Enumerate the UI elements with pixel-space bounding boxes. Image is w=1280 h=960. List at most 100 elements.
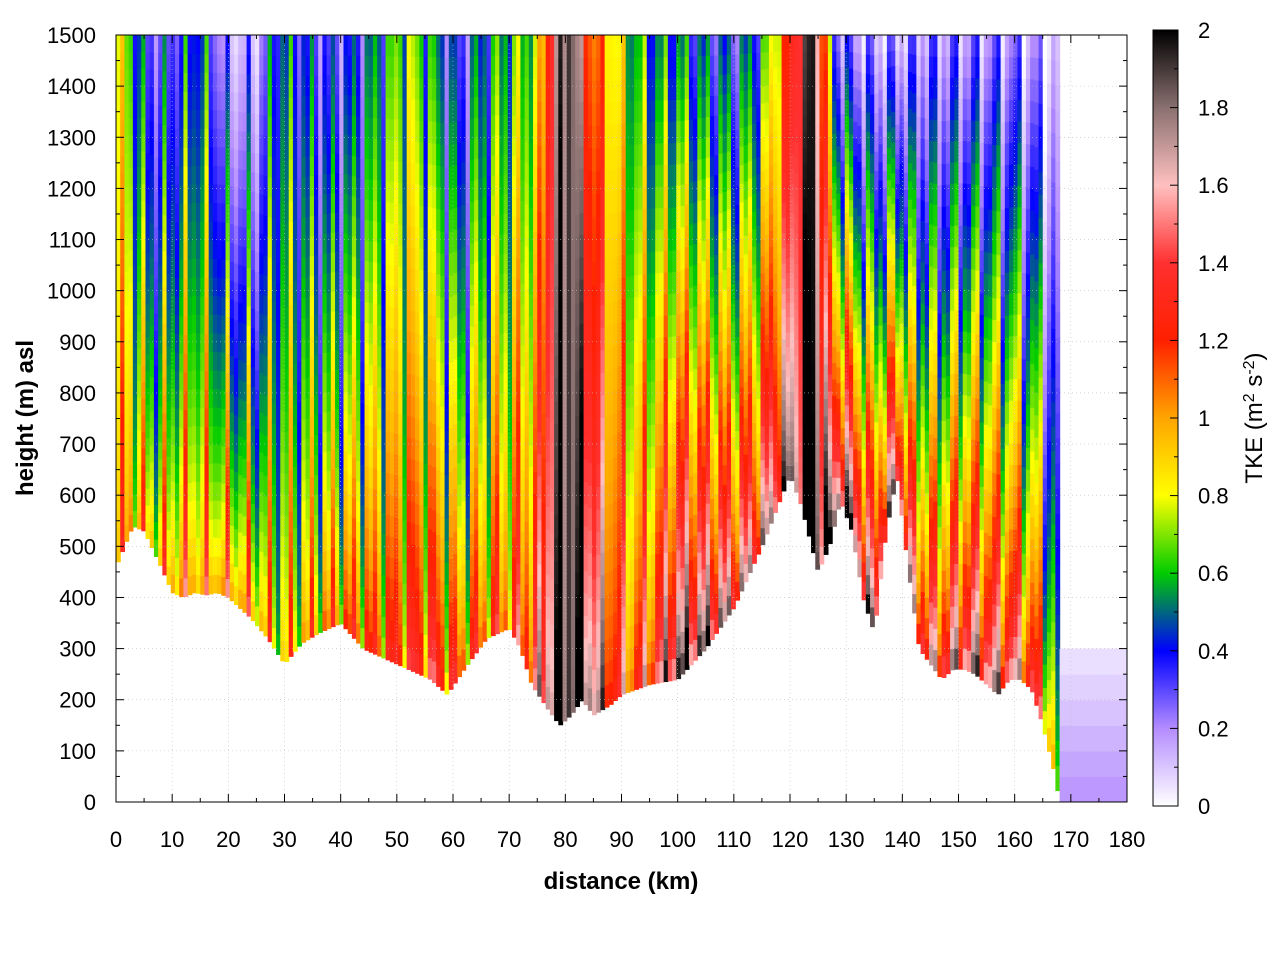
tke-cell — [271, 443, 277, 465]
tke-cell — [802, 390, 808, 407]
tke-cell — [680, 35, 686, 57]
tke-cell — [444, 496, 450, 519]
tke-cell — [415, 524, 420, 547]
tke-cell — [444, 35, 450, 58]
tke-cell — [785, 138, 791, 155]
tke-cell — [246, 228, 252, 249]
tke-cell — [255, 468, 260, 489]
tke-cell — [137, 199, 142, 217]
tke-cell — [212, 574, 218, 594]
tke-cell — [453, 99, 458, 122]
tke-cell — [642, 404, 648, 427]
tke-cell — [570, 125, 576, 149]
tke-cell — [335, 546, 340, 567]
tke-cell — [790, 272, 795, 289]
tke-cell — [743, 417, 749, 437]
tke-cell — [116, 280, 121, 299]
tke-cell — [132, 313, 138, 331]
tke-cell — [255, 192, 260, 213]
tke-cell — [709, 155, 715, 177]
tke-cell — [389, 536, 395, 558]
tke-cell — [592, 57, 597, 81]
tke-cell — [541, 168, 547, 192]
tke-cell — [238, 111, 243, 132]
tke-cell — [233, 110, 239, 131]
tke-cell — [381, 263, 387, 285]
tke-cell — [634, 602, 639, 625]
tke-cell — [410, 416, 416, 439]
tke-cell — [402, 456, 408, 479]
tke-cell — [486, 235, 492, 257]
tke-cell — [271, 607, 277, 629]
tke-cell — [162, 142, 168, 162]
tke-cell — [174, 90, 180, 111]
tke-cell — [174, 575, 180, 596]
tke-cell — [313, 294, 319, 316]
tke-cell — [217, 463, 222, 483]
tke-cell — [419, 227, 425, 249]
tke-cell — [570, 80, 576, 104]
tke-cell — [545, 619, 551, 643]
tke-cell — [659, 35, 665, 58]
tke-cell — [579, 168, 585, 191]
tke-cell — [760, 476, 766, 495]
tke-cell — [566, 35, 572, 59]
tke-cell — [415, 566, 420, 589]
tke-cell — [705, 380, 711, 402]
tke-cell — [280, 598, 286, 620]
tke-cell — [490, 175, 496, 196]
tke-cell — [731, 92, 736, 113]
tke-cell — [457, 548, 463, 571]
tke-cell — [655, 121, 661, 144]
tke-cell — [503, 490, 509, 512]
tke-cell — [120, 293, 126, 312]
tke-cell — [533, 318, 538, 342]
tke-cell — [482, 257, 488, 279]
tke-cell — [124, 321, 130, 340]
tke-cell — [436, 252, 441, 275]
tke-cell — [174, 557, 180, 577]
tke-cell — [415, 290, 420, 313]
tke-cell — [313, 154, 319, 176]
tke-cell — [356, 278, 361, 300]
tke-cell — [474, 76, 479, 98]
tke-cell — [625, 297, 631, 321]
tke-cell — [570, 328, 576, 352]
tke-cell — [655, 510, 661, 533]
tke-cell — [794, 126, 800, 143]
tke-cell — [752, 510, 757, 529]
tke-cell — [402, 583, 408, 605]
tke-cell — [229, 223, 235, 244]
tke-cell — [233, 319, 239, 340]
tke-cell — [158, 494, 163, 513]
tke-cell — [469, 180, 475, 202]
tke-cell — [697, 365, 703, 388]
tke-cell — [731, 302, 736, 323]
tke-cell — [212, 332, 218, 352]
tke-cell — [545, 371, 551, 396]
tke-cell — [259, 471, 265, 493]
tke-cell — [541, 457, 547, 481]
tke-cell — [191, 574, 197, 594]
tke-cell — [368, 35, 374, 57]
tke-cell — [659, 78, 665, 101]
tke-cell — [554, 400, 559, 425]
tke-cell — [179, 315, 184, 336]
tke-cell — [132, 428, 138, 446]
tke-cell — [246, 151, 252, 172]
tke-cell — [596, 102, 602, 126]
tke-cell — [486, 275, 492, 297]
tke-cell — [659, 509, 665, 532]
tke-cell — [705, 319, 711, 341]
tke-cell — [478, 35, 484, 57]
tke-cell — [676, 142, 682, 165]
tke-cell — [684, 542, 690, 565]
tke-cell — [604, 79, 610, 103]
tke-cell — [566, 626, 572, 650]
tke-cell — [659, 574, 665, 597]
tke-cell — [191, 518, 197, 538]
tke-cell — [356, 116, 361, 137]
tke-cell — [511, 35, 517, 56]
tke-cell — [566, 444, 572, 468]
tke-cell — [583, 436, 589, 460]
